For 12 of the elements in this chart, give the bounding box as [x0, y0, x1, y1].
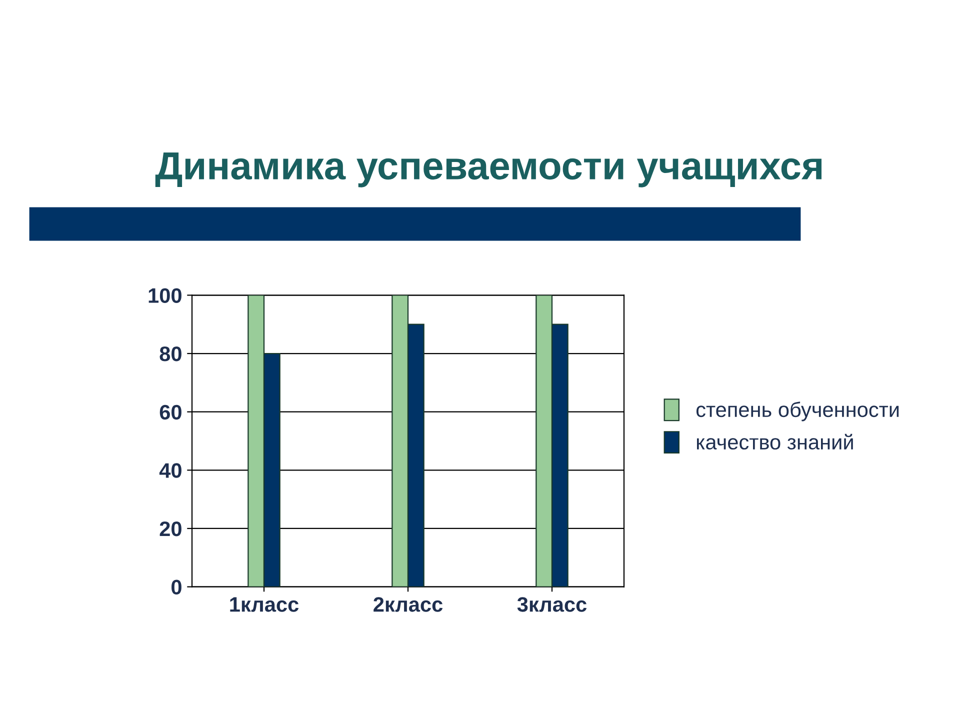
y-tick-label: 20: [160, 521, 182, 536]
y-tick-label: 100: [148, 288, 182, 303]
legend-label: степень обученности: [696, 402, 899, 422]
y-tick-label: 40: [159, 463, 182, 478]
x-tick-label: 3класс: [517, 597, 587, 612]
x-tick-label: 1класс: [230, 597, 299, 612]
x-tick-label: 2класс: [374, 597, 443, 612]
y-tick-label: 80: [160, 346, 182, 362]
y-tick-label: 0: [172, 580, 182, 595]
y-tick-label: 60: [160, 404, 182, 420]
chart-title: Динамика успеваемости учащихся: [155, 152, 822, 188]
legend-label: качество знаний: [697, 434, 853, 450]
